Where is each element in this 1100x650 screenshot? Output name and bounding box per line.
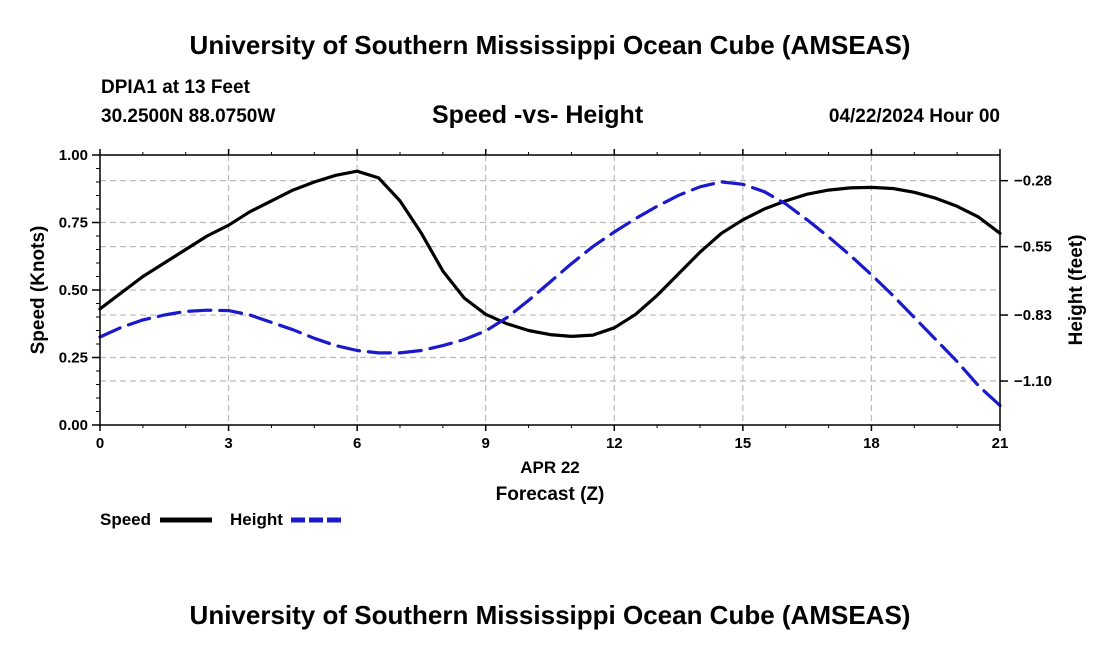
axis-ticks xyxy=(92,149,1008,431)
coordinates-label: 30.2500N 88.0750W xyxy=(101,106,276,127)
chart-main-title: University of Southern Mississippi Ocean… xyxy=(189,30,911,60)
x-tick-label: 18 xyxy=(863,435,880,452)
y2-tick-label: −0.55 xyxy=(1014,239,1052,256)
y-tick-label: 0.25 xyxy=(59,350,88,367)
y-tick-label: 0.75 xyxy=(59,215,88,232)
y-tick-label: 0.50 xyxy=(59,282,88,299)
legend-label-height: Height xyxy=(230,510,283,529)
y2-axis-title: Height (feet) xyxy=(1066,235,1087,346)
x-axis-title: Forecast (Z) xyxy=(496,484,605,505)
legend-label-speed: Speed xyxy=(100,510,151,529)
x-tick-label: 15 xyxy=(735,435,752,452)
tick-labels: 0 3 6 9 12 15 18 21 0.00 0.25 0.50 0.75 1.00 −1.10 −0.… xyxy=(59,147,1052,452)
y-tick-label: 1.00 xyxy=(59,147,88,164)
x-tick-label: 12 xyxy=(606,435,623,452)
grid-lines xyxy=(100,155,1000,425)
x-axis-date-label: APR 22 xyxy=(520,458,580,477)
series-line-speed xyxy=(98,169,1002,338)
footer-title: University of Southern Mississippi Ocean… xyxy=(189,600,911,630)
station-label: DPIA1 at 13 Feet xyxy=(101,77,250,98)
y2-tick-label: −1.10 xyxy=(1014,373,1052,390)
y2-tick-label: −0.83 xyxy=(1014,307,1052,324)
forecast-datetime: 04/22/2024 Hour 00 xyxy=(828,106,1000,127)
series-line-height xyxy=(98,180,1002,408)
x-tick-label: 0 xyxy=(96,435,104,452)
series-lines xyxy=(98,169,1002,408)
chart-subtitle: Speed -vs- Height xyxy=(432,101,644,129)
x-tick-label: 6 xyxy=(353,435,361,452)
y2-tick-label: −0.28 xyxy=(1014,173,1052,190)
y-tick-label: 0.00 xyxy=(59,417,88,434)
x-tick-label: 3 xyxy=(224,435,232,452)
legend: Speed Height xyxy=(100,510,343,529)
x-tick-label: 9 xyxy=(482,435,490,452)
x-tick-label: 21 xyxy=(992,435,1009,452)
y-axis-title: Speed (Knots) xyxy=(28,226,49,355)
